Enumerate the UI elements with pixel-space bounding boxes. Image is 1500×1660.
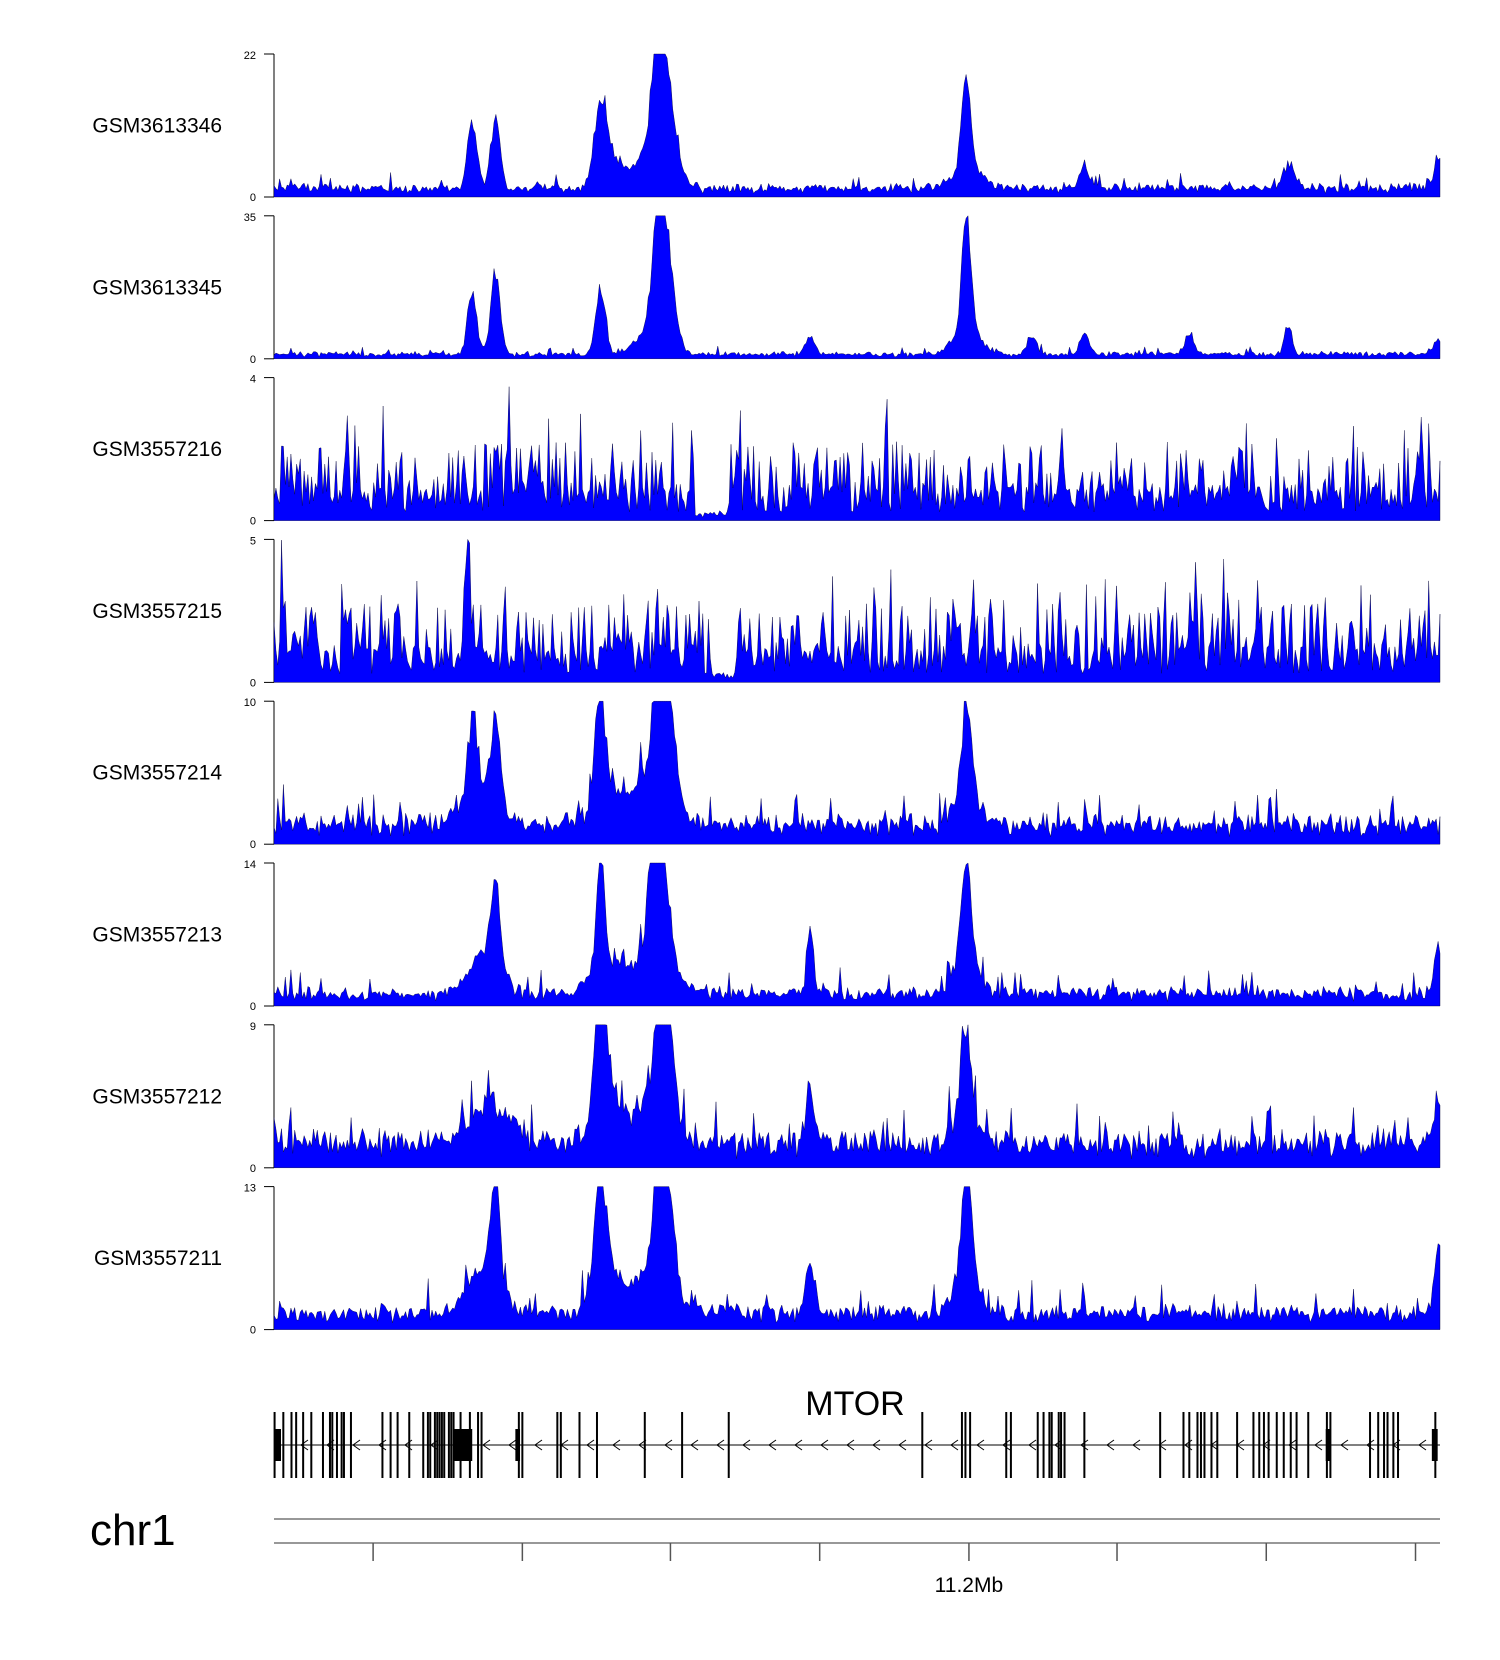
strand-arrow <box>378 1439 387 1451</box>
coverage-area <box>273 701 1441 845</box>
y-min-label: 0 <box>250 1163 256 1175</box>
strand-arrow <box>924 1439 933 1451</box>
strand-arrow <box>742 1439 751 1451</box>
strand-arrow <box>872 1439 881 1451</box>
y-min-label: 0 <box>250 1001 256 1013</box>
chromosome-label: chr1 <box>90 1506 176 1555</box>
strand-arrow <box>638 1439 647 1451</box>
y-min-label: 0 <box>250 516 256 528</box>
strand-arrow <box>586 1439 595 1451</box>
track-label: GSM3557215 <box>92 600 222 623</box>
strand-arrow <box>794 1439 803 1451</box>
strand-arrow <box>612 1439 621 1451</box>
strand-arrow <box>716 1439 725 1451</box>
track-GSM3557213: GSM3557213 14 0 <box>92 859 1441 1013</box>
exon-block <box>453 1429 473 1461</box>
strand-arrow <box>352 1439 361 1451</box>
coverage-area <box>273 215 1441 359</box>
coverage-tracks: GSM3613346220GSM3613345350GSM355721640GS… <box>92 50 1441 1337</box>
y-min-label: 0 <box>250 192 256 204</box>
y-min-label: 0 <box>250 839 256 851</box>
strand-arrow <box>950 1439 959 1451</box>
exon-block <box>1325 1429 1331 1461</box>
strand-arrow <box>820 1439 829 1451</box>
track-GSM3557212: GSM3557212 9 0 <box>92 1021 1441 1175</box>
y-min-label: 0 <box>250 677 256 689</box>
track-GSM3557216: GSM3557216 4 0 <box>92 374 1441 528</box>
coverage-area <box>273 862 1441 1007</box>
track-label: GSM3613346 <box>92 115 222 138</box>
coverage-area <box>273 1186 1441 1330</box>
strand-arrow <box>768 1439 777 1451</box>
strand-arrow <box>508 1439 517 1451</box>
track-GSM3557214: GSM3557214 10 0 <box>92 697 1441 851</box>
y-min-label: 0 <box>250 354 256 366</box>
y-max-label: 22 <box>244 50 256 62</box>
exon-block <box>274 1429 281 1461</box>
strand-arrow <box>1132 1439 1141 1451</box>
strand-arrow <box>1106 1439 1115 1451</box>
coverage-area <box>273 1024 1441 1168</box>
y-max-label: 13 <box>244 1183 256 1195</box>
exon-block <box>515 1429 521 1461</box>
track-label: GSM3557216 <box>92 438 222 461</box>
strand-arrow <box>1028 1439 1037 1451</box>
strand-arrow <box>1340 1439 1349 1451</box>
genome-axis: chr1 11.2Mb <box>90 1506 1440 1597</box>
strand-arrow <box>976 1439 985 1451</box>
track-label: GSM3557213 <box>92 924 222 947</box>
y-max-label: 4 <box>250 374 256 386</box>
track-label: GSM3557211 <box>94 1247 222 1270</box>
coverage-area <box>273 386 1441 521</box>
track-GSM3613346: GSM3613346 22 0 <box>92 50 1441 204</box>
strand-arrow <box>1080 1439 1089 1451</box>
strand-arrow <box>1002 1439 1011 1451</box>
track-GSM3613345: GSM3613345 35 0 <box>92 212 1441 366</box>
y-min-label: 0 <box>250 1325 256 1337</box>
track-GSM3557215: GSM3557215 5 0 <box>92 535 1441 689</box>
strand-arrow <box>300 1439 309 1451</box>
axis-tick-label: 11.2Mb <box>935 1574 1004 1597</box>
strand-arrow <box>1314 1439 1323 1451</box>
y-max-label: 9 <box>250 1021 256 1033</box>
strand-arrow <box>690 1439 699 1451</box>
strand-arrow <box>898 1439 907 1451</box>
gene-label: MTOR <box>805 1385 904 1423</box>
coverage-area <box>273 538 1441 683</box>
coverage-area <box>273 53 1441 198</box>
track-label: GSM3557214 <box>92 762 222 785</box>
track-label: GSM3613345 <box>92 276 222 299</box>
strand-arrow <box>534 1439 543 1451</box>
track-GSM3557211: GSM3557211 13 0 <box>94 1183 1441 1337</box>
strand-arrow <box>846 1439 855 1451</box>
y-max-label: 14 <box>244 859 256 871</box>
strand-arrow <box>1288 1439 1297 1451</box>
y-max-label: 10 <box>244 697 256 709</box>
gene-track: MTOR <box>273 1385 1440 1478</box>
strand-arrow <box>664 1439 673 1451</box>
strand-arrow <box>1158 1439 1167 1451</box>
y-max-label: 5 <box>250 535 256 547</box>
exon-block <box>1431 1429 1438 1461</box>
y-max-label: 35 <box>244 212 256 224</box>
strand-arrow <box>1418 1439 1427 1451</box>
strand-arrow <box>482 1439 491 1451</box>
strand-arrow <box>1366 1439 1375 1451</box>
track-label: GSM3557212 <box>92 1085 222 1108</box>
